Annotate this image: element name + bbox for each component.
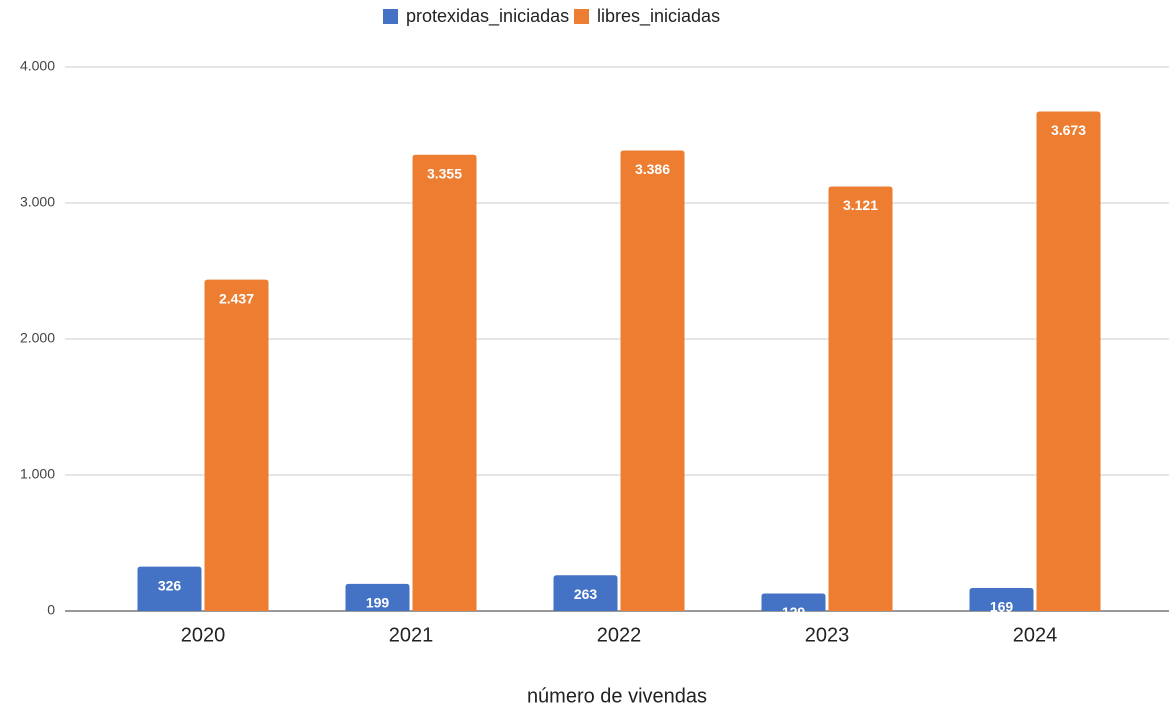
y-tick-label: 1.000 [20,466,55,482]
data-label: 2.437 [219,290,254,306]
bar [828,186,893,611]
bar [345,583,410,611]
data-label: 129 [782,604,806,620]
x-tick-label: 2022 [597,624,642,646]
bar [204,279,269,611]
data-label: 3.355 [427,165,462,181]
data-label: 3.673 [1051,122,1086,138]
bar [137,566,202,611]
y-tick-label: 4.000 [20,58,55,74]
data-label: 169 [990,599,1014,615]
bar [553,575,618,611]
bar [620,150,685,611]
legend: protexidas_iniciadas libres_iniciadas [383,6,720,27]
data-label: 3.386 [635,161,670,177]
x-tick-label: 2024 [1013,624,1058,646]
x-tick-label: 2021 [389,624,434,646]
bar [412,154,477,611]
legend-swatch [574,9,589,24]
bar [761,593,826,611]
data-label: 3.121 [843,197,878,213]
data-label: 263 [574,586,598,602]
legend-label: libres_iniciadas [597,6,720,27]
y-tick-label: 3.000 [20,194,55,210]
data-label: 326 [158,577,182,593]
legend-swatch [383,9,398,24]
bar [1036,111,1101,612]
data-label: 199 [366,595,390,611]
bar [969,588,1034,611]
y-tick-label: 2.000 [20,330,55,346]
x-axis-label: número de vivendas [527,685,707,707]
legend-label: protexidas_iniciadas [406,6,569,27]
x-tick-label: 2023 [805,624,850,646]
y-tick-label: 0 [47,602,55,618]
x-tick-label: 2020 [181,624,226,646]
